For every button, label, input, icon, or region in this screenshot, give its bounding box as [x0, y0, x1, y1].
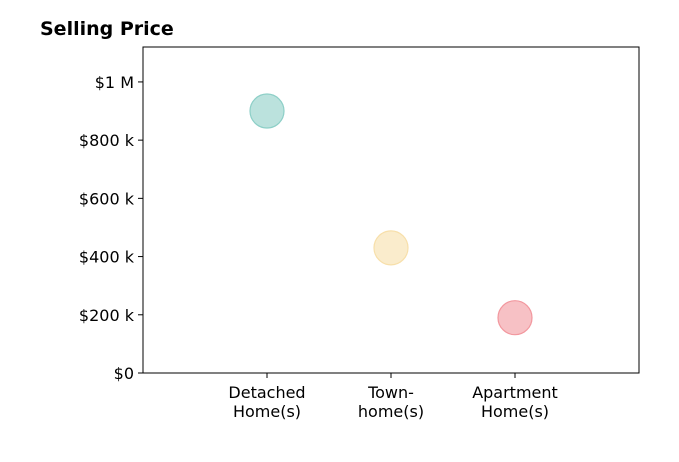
x-category-label: Home(s) [233, 402, 301, 421]
x-category-label: Detached [228, 383, 305, 402]
y-tick-label: $1 M [95, 73, 134, 92]
y-tick-label: $200 k [79, 306, 135, 325]
x-category-label: home(s) [358, 402, 424, 421]
x-axis: DetachedHome(s)Town-home(s)ApartmentHome… [228, 373, 558, 421]
y-axis: $0 $200 k $400 k $600 k $800 k $1 M [79, 73, 143, 383]
x-category-label: Town- [367, 383, 414, 402]
data-points [249, 93, 533, 336]
x-category-label: Home(s) [481, 402, 549, 421]
chart-title: Selling Price [40, 18, 174, 40]
data-point-bubble [249, 93, 285, 129]
y-tick-label: $400 k [79, 248, 135, 267]
y-tick-label: $600 k [79, 189, 135, 208]
y-tick-label: $0 [114, 364, 134, 383]
data-point-bubble [497, 300, 533, 336]
plot-area-frame [142, 46, 640, 374]
data-point-bubble [373, 230, 409, 266]
y-tick-label: $800 k [79, 131, 135, 150]
x-category-label: Apartment [472, 383, 558, 402]
